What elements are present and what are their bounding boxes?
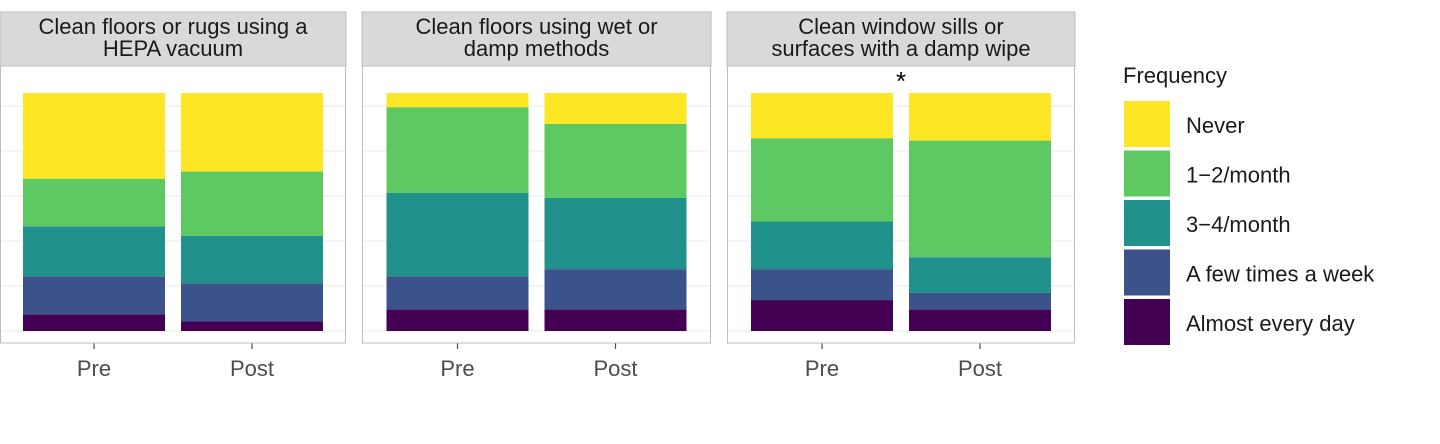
bar-segment — [751, 221, 893, 270]
bar-segment — [544, 123, 687, 198]
bar-segment — [386, 276, 529, 310]
bar-segment — [386, 107, 529, 193]
x-tick-label: Post — [593, 356, 637, 381]
legend-key — [1124, 200, 1170, 246]
bar-segment — [23, 178, 165, 227]
bar-segment — [909, 140, 1051, 258]
bar-segment — [909, 93, 1051, 141]
panel-border — [727, 65, 1075, 344]
legend-label: 1−2/month — [1186, 163, 1291, 188]
bar-segment — [544, 93, 687, 124]
facet-title: Clean floors or rugs using a HEPA vacuum — [38, 14, 308, 61]
x-tick-label: Pre — [440, 356, 474, 381]
bar-segment — [544, 197, 687, 270]
facet-title: Clean floors using wet or damp methods — [415, 14, 657, 61]
legend-title: Frequency — [1123, 63, 1227, 88]
facet-panel: Clean floors using wet or damp methods Pre… — [361, 11, 712, 381]
legend-key — [1124, 101, 1170, 147]
x-tick-label: Pre — [77, 356, 111, 381]
bar-segment — [23, 226, 165, 277]
bar-segment — [751, 93, 893, 139]
legend-label: Never — [1186, 113, 1245, 138]
bar-segment — [386, 309, 529, 331]
significance-marker: * — [896, 66, 906, 96]
x-tick-label: Post — [958, 356, 1002, 381]
legend: Frequency Never 1−2/month 3−4/month A few ti… — [1123, 63, 1375, 345]
legend-key — [1124, 150, 1170, 197]
facet-title: Clean window sills or surfaces with a dam… — [771, 14, 1030, 61]
bar-segment — [544, 309, 687, 331]
bar-segment — [751, 269, 893, 301]
bar-segment — [181, 93, 323, 172]
x-tick-label: Pre — [805, 356, 839, 381]
bar-segment — [751, 138, 893, 222]
panel-border — [0, 65, 346, 344]
facet-strip — [361, 11, 712, 67]
facet-title-line: Clean window sills or — [798, 14, 1003, 39]
bar-segment — [909, 257, 1051, 293]
facet-panel: Clean window sills or surfaces with a dam… — [726, 11, 1076, 381]
facet-title-line: surfaces with a damp wipe — [771, 36, 1030, 61]
legend-key — [1124, 299, 1170, 345]
panel-border — [362, 65, 711, 344]
bar-segment — [751, 300, 893, 331]
bar-segment — [909, 292, 1051, 310]
bar-segment — [544, 269, 687, 310]
legend-label: Almost every day — [1186, 311, 1355, 336]
facet-strip — [726, 11, 1076, 67]
facet-panel: Clean floors or rugs using a HEPA vacuum P… — [0, 11, 347, 381]
bar-segment — [181, 321, 323, 331]
legend-key — [1124, 249, 1170, 296]
bar-segment — [909, 309, 1051, 331]
bar-segment — [386, 192, 529, 277]
bar-segment — [181, 171, 323, 236]
legend-label: 3−4/month — [1186, 212, 1291, 237]
bar-segment — [181, 235, 323, 284]
bar-segment — [23, 276, 165, 315]
bar-segment — [23, 93, 165, 179]
bar-segment — [23, 314, 165, 331]
bar-segment — [386, 93, 529, 108]
facet-strip — [0, 11, 347, 67]
facet-title-line: damp methods — [464, 36, 610, 61]
bar-segment — [181, 283, 323, 322]
facet-title-line: Clean floors or rugs using a — [38, 14, 308, 39]
facet-title-line: HEPA vacuum — [103, 36, 243, 61]
facet-title-line: Clean floors using wet or — [415, 14, 657, 39]
x-tick-label: Post — [230, 356, 274, 381]
legend-label: A few times a week — [1186, 262, 1375, 287]
